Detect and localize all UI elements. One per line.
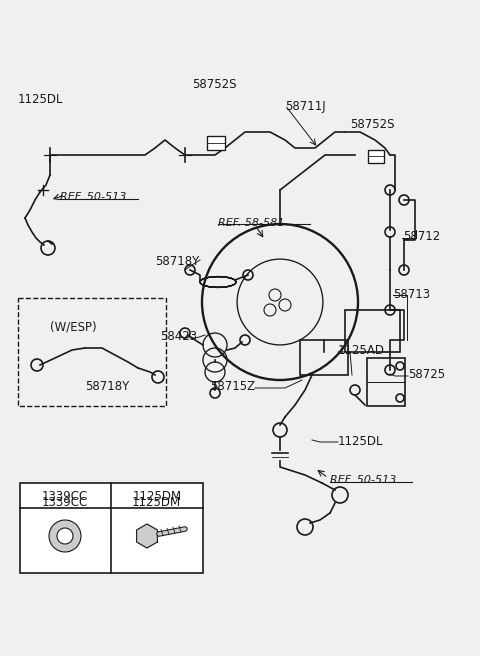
Circle shape [49,520,81,552]
Text: 1125DM: 1125DM [132,496,181,509]
Text: REF. 58-581: REF. 58-581 [218,218,284,228]
Text: 1339CC: 1339CC [42,489,88,502]
Bar [207,136,225,150]
Text: 1339CC: 1339CC [42,496,88,509]
Text: 1125DL: 1125DL [338,435,384,448]
Text: 58718Y: 58718Y [85,380,129,393]
Text: (W/ESP): (W/ESP) [50,320,96,333]
Text: 58715Z: 58715Z [210,380,255,393]
Text: REF. 50-513: REF. 50-513 [60,192,126,202]
Text: 1125DL: 1125DL [18,93,63,106]
Text: 1125DM: 1125DM [132,489,181,502]
Text: 58752S: 58752S [192,78,237,91]
Text: 58752S: 58752S [350,118,395,131]
Text: 58712: 58712 [403,230,440,243]
Text: 58713: 58713 [393,288,430,301]
Bar [368,150,384,163]
Text: 58718Y: 58718Y [155,255,199,268]
Text: 58725: 58725 [408,368,445,381]
Circle shape [57,528,73,544]
Text: REF. 50-513: REF. 50-513 [330,475,396,485]
Polygon shape [137,524,157,548]
Text: 58711J: 58711J [285,100,325,113]
Bar [300,340,348,375]
Bar [20,483,203,573]
Bar [345,310,400,352]
Bar [367,358,405,406]
Text: 58423: 58423 [160,330,197,343]
Text: 1125AD: 1125AD [338,344,385,357]
